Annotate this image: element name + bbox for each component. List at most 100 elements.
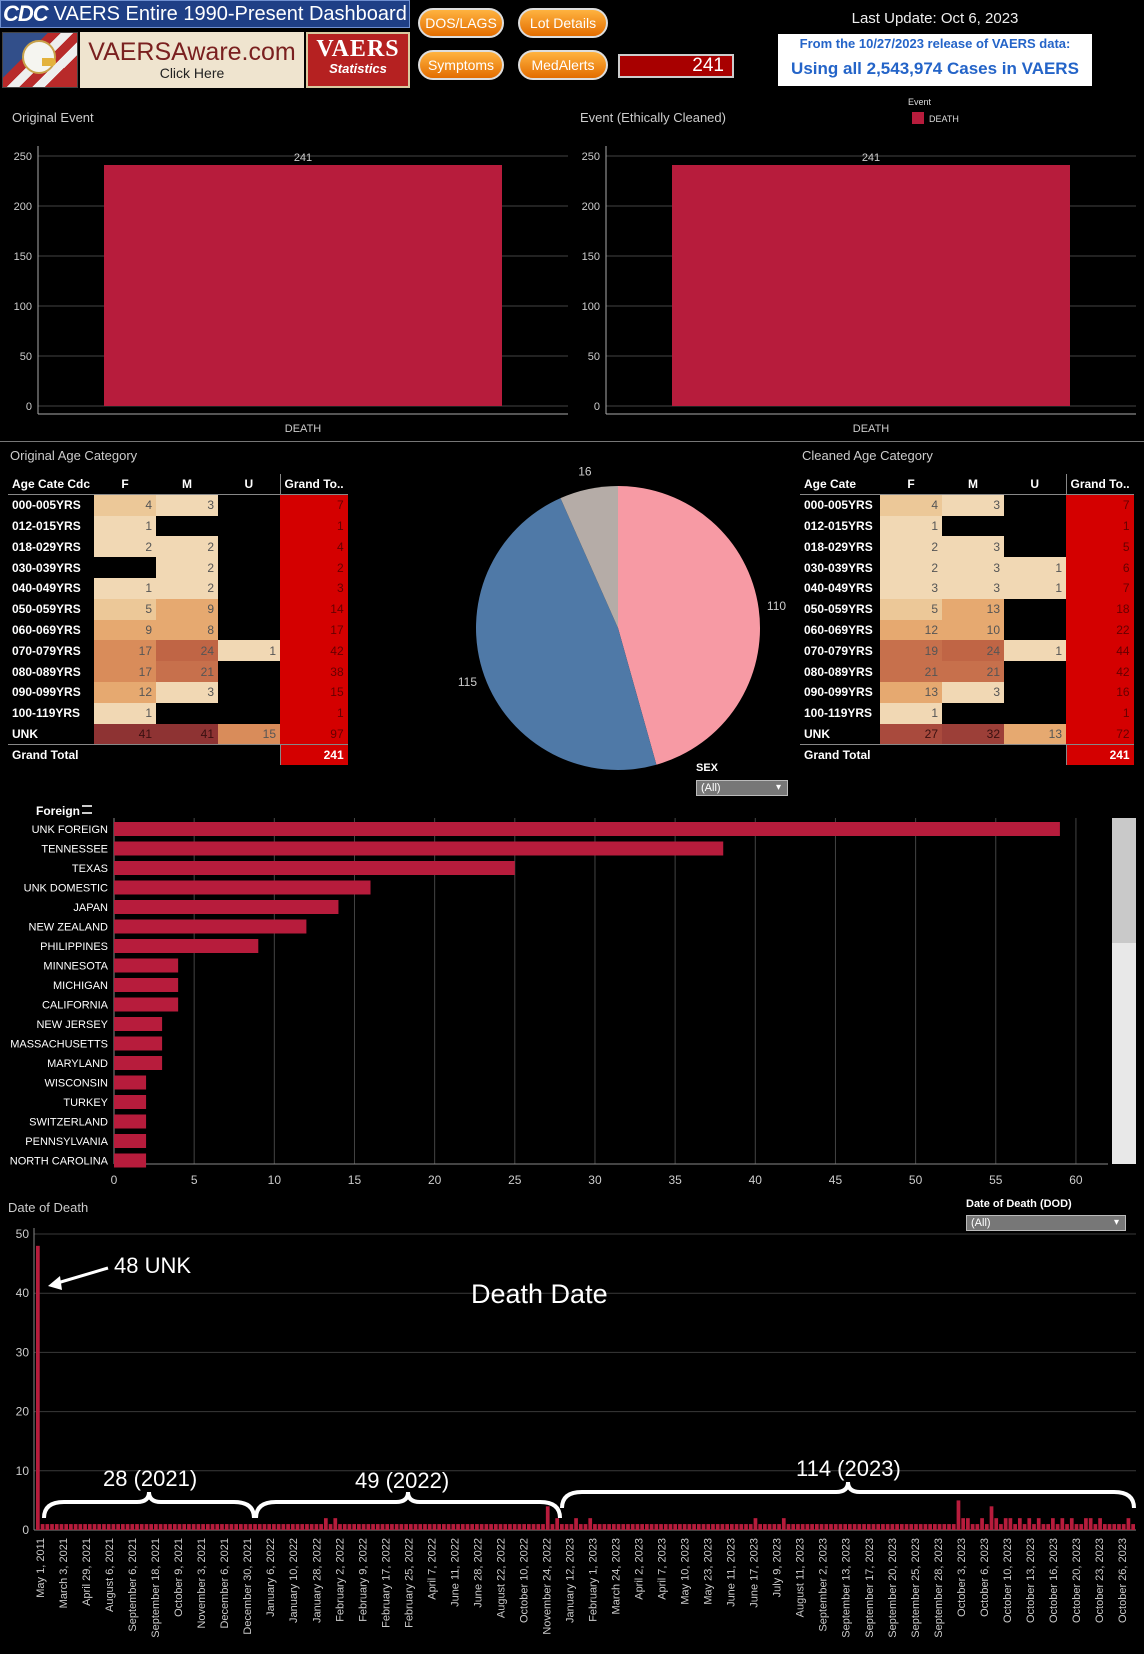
column-header[interactable]: U [218, 474, 281, 496]
sort-icon[interactable] [82, 805, 92, 814]
date-bar[interactable] [404, 1524, 408, 1530]
table-row[interactable]: 000-005YRS 4 3 7 [800, 494, 1134, 516]
date-bar[interactable] [843, 1524, 848, 1530]
date-bar[interactable] [569, 1524, 574, 1530]
date-bar[interactable] [158, 1524, 163, 1530]
date-bar[interactable] [338, 1524, 342, 1530]
date-bar[interactable] [980, 1518, 984, 1530]
date-bar[interactable] [786, 1524, 791, 1530]
date-bar[interactable] [489, 1524, 493, 1530]
date-bar[interactable] [593, 1524, 597, 1530]
date-bar[interactable] [564, 1524, 569, 1530]
table-row[interactable]: 030-039YRS 2 3 1 6 [800, 557, 1134, 578]
date-bar[interactable] [83, 1524, 87, 1530]
date-bar[interactable] [961, 1518, 966, 1530]
date-bar[interactable] [777, 1524, 781, 1530]
column-header[interactable]: Age Cate [800, 474, 880, 496]
date-bar[interactable] [290, 1524, 295, 1530]
bar-turkey[interactable] [114, 1095, 147, 1109]
date-bar[interactable] [673, 1524, 678, 1530]
table-row[interactable]: 080-089YRS 17 21 38 [8, 661, 348, 682]
date-bar[interactable] [375, 1524, 380, 1530]
date-bar[interactable] [947, 1524, 951, 1530]
date-bar[interactable] [899, 1524, 904, 1530]
date-bar[interactable] [333, 1518, 338, 1530]
date-bar[interactable] [800, 1524, 805, 1530]
date-bar[interactable] [187, 1524, 191, 1530]
date-bar[interactable] [1051, 1518, 1055, 1530]
vaers-statistics-link[interactable]: VAERS Statistics [306, 32, 410, 88]
bar-texas[interactable] [114, 861, 515, 875]
date-bar[interactable] [78, 1524, 83, 1530]
date-bar[interactable] [295, 1524, 300, 1530]
table-row[interactable]: 070-079YRS 19 24 1 44 [800, 640, 1134, 662]
date-bar[interactable] [144, 1524, 149, 1530]
table-row[interactable]: 050-059YRS 5 13 18 [800, 598, 1134, 620]
date-bar[interactable] [484, 1524, 489, 1530]
date-bar[interactable] [871, 1524, 876, 1530]
date-bar[interactable] [182, 1524, 187, 1530]
date-bar[interactable] [753, 1518, 758, 1530]
date-bar[interactable] [54, 1524, 59, 1530]
bar-unk-domestic[interactable] [114, 880, 371, 895]
date-bar[interactable] [276, 1524, 281, 1530]
date-bar[interactable] [626, 1524, 630, 1530]
date-bar[interactable] [427, 1524, 432, 1530]
date-bar[interactable] [498, 1524, 503, 1530]
bar-wisconsin[interactable] [114, 1075, 147, 1090]
date-bar[interactable] [999, 1524, 1003, 1530]
date-bar[interactable] [796, 1524, 800, 1530]
date-bar[interactable] [1131, 1524, 1135, 1530]
date-bar[interactable] [432, 1524, 437, 1530]
date-bar[interactable] [243, 1524, 248, 1530]
date-bar[interactable] [923, 1524, 928, 1530]
date-bar[interactable] [470, 1524, 475, 1530]
date-bar[interactable] [975, 1524, 980, 1530]
date-bar[interactable] [526, 1524, 531, 1530]
table-row[interactable]: 100-119YRS 1 1 [8, 702, 348, 724]
bar-new-jersey[interactable] [114, 1017, 163, 1031]
date-bar[interactable] [418, 1524, 423, 1530]
date-bar[interactable] [1041, 1524, 1046, 1530]
date-bar[interactable] [696, 1524, 701, 1530]
date-bar[interactable] [942, 1524, 947, 1530]
date-bar[interactable] [168, 1524, 172, 1530]
date-bar[interactable] [574, 1518, 578, 1530]
bar-switzerland[interactable] [114, 1114, 147, 1129]
bar-death[interactable] [672, 165, 1070, 406]
date-bar[interactable] [437, 1524, 442, 1530]
date-bar[interactable] [1107, 1524, 1112, 1530]
date-bar[interactable] [791, 1524, 796, 1530]
date-bar[interactable] [1065, 1524, 1069, 1530]
date-bar[interactable] [956, 1500, 961, 1530]
date-bar[interactable] [711, 1524, 715, 1530]
date-bar[interactable] [1121, 1524, 1126, 1530]
date-bar[interactable] [451, 1524, 456, 1530]
date-bar[interactable] [781, 1518, 786, 1530]
date-bar[interactable] [866, 1524, 871, 1530]
date-bar[interactable] [423, 1524, 427, 1530]
date-bar[interactable] [394, 1524, 399, 1530]
date-bar[interactable] [413, 1524, 418, 1530]
date-bar[interactable] [172, 1524, 177, 1530]
date-bar[interactable] [814, 1524, 819, 1530]
date-bar[interactable] [257, 1524, 262, 1530]
date-bar[interactable] [475, 1524, 479, 1530]
date-bar[interactable] [357, 1524, 361, 1530]
date-bar[interactable] [456, 1524, 460, 1530]
date-bar[interactable] [135, 1524, 139, 1530]
date-bar[interactable] [267, 1524, 272, 1530]
date-bar[interactable] [442, 1524, 446, 1530]
date-bar[interactable] [248, 1524, 253, 1530]
date-bar[interactable] [125, 1524, 130, 1530]
date-bar[interactable] [234, 1524, 239, 1530]
date-bar[interactable] [994, 1518, 999, 1530]
bar-japan[interactable] [114, 900, 339, 914]
bar-philippines[interactable] [114, 939, 259, 953]
date-bar[interactable] [408, 1524, 413, 1530]
table-row[interactable]: UNK 27 32 13 72 [800, 723, 1134, 745]
date-bar[interactable] [1084, 1518, 1088, 1530]
date-bar[interactable] [1022, 1524, 1027, 1530]
date-bar[interactable] [111, 1524, 116, 1530]
bar-massachusetts[interactable] [114, 1036, 163, 1051]
